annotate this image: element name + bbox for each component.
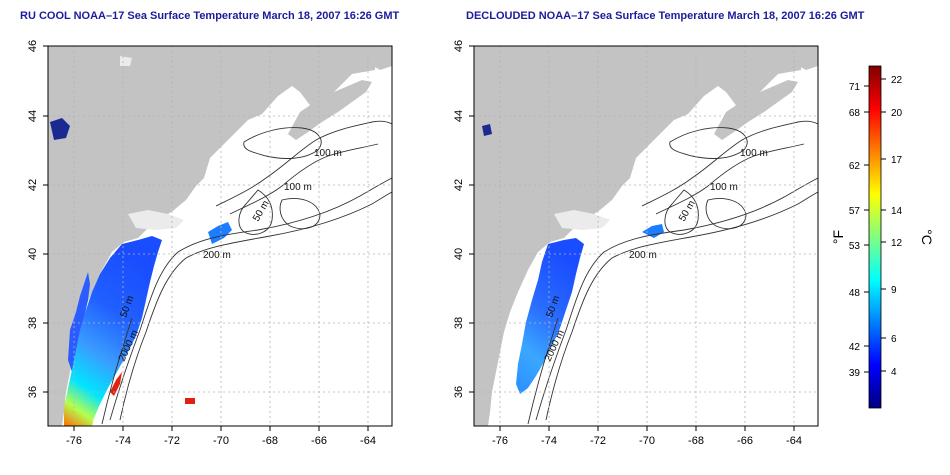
celsius-tick-label: 14 — [891, 206, 903, 217]
left-cloud-2 — [120, 56, 132, 66]
left-x-tick-label: -72 — [164, 435, 180, 447]
right-x-tick-label: -72 — [590, 435, 606, 447]
fahrenheit-tick-label: 42 — [849, 342, 861, 353]
left-map-frame — [47, 45, 393, 427]
right-sst-cold-pool — [482, 124, 492, 136]
right-cloud-1 — [554, 210, 610, 230]
right-y-tick-label: 38 — [453, 317, 465, 329]
left-land-mass — [48, 46, 375, 426]
right-y-tick-label: 40 — [453, 248, 465, 260]
left-x-tick-label: -68 — [262, 435, 278, 447]
left-contour-label: 200 m — [203, 250, 231, 261]
celsius-tick-label: 22 — [891, 75, 903, 86]
right-tick-marks — [469, 45, 795, 431]
celsius-tick-label: 17 — [891, 155, 903, 166]
right-x-tick-label: -76 — [492, 435, 508, 447]
left-newfoundland — [352, 46, 392, 70]
left-x-tick-label: -76 — [66, 435, 82, 447]
fahrenheit-tick-label: 57 — [849, 206, 861, 217]
right-y-tick-label: 36 — [453, 386, 465, 398]
left-sst-shelf-patch — [208, 222, 232, 244]
right-land-mass — [474, 46, 801, 426]
left-x-tick-label: -74 — [115, 435, 131, 447]
right-grid — [474, 46, 818, 426]
left-chesapeake — [68, 272, 90, 372]
right-y-tick-label: 42 — [453, 179, 465, 191]
left-y-tick-label: 36 — [27, 386, 39, 398]
right-x-tick-label: -66 — [737, 435, 753, 447]
right-newfoundland — [778, 46, 818, 70]
left-y-tick-label: 46 — [27, 40, 39, 52]
left-sst-field — [64, 236, 162, 426]
fahrenheit-tick-label: 71 — [849, 82, 861, 93]
celsius-tick-label: 20 — [891, 108, 903, 119]
left-y-tick-label: 44 — [27, 110, 39, 122]
right-contour-label: 100 m — [710, 182, 738, 193]
left-y-tick-label: 40 — [27, 248, 39, 260]
colorbar-gradient — [868, 65, 882, 409]
left-sst-warm-eddy — [185, 398, 195, 404]
celsius-tick-label: 9 — [891, 285, 897, 296]
left-contours — [101, 120, 393, 425]
left-x-tick-label: -64 — [360, 435, 376, 447]
left-map-title: RU COOL NOAA–17 Sea Surface Temperature … — [20, 10, 400, 22]
right-y-tick-label: 44 — [453, 110, 465, 122]
colorbar: 71 68 62 57 53 48 42 39 22 20 17 14 12 9… — [830, 65, 935, 409]
right-x-tick-label: -64 — [786, 435, 802, 447]
left-sst-warm-edge — [110, 372, 122, 396]
right-x-tick-label: -74 — [541, 435, 557, 447]
left-sst-cold-pool — [50, 118, 70, 140]
left-nova-scotia — [288, 80, 372, 140]
fahrenheit-tick-label: 68 — [849, 108, 861, 119]
fahrenheit-tick-label: 53 — [849, 241, 861, 252]
fahrenheit-tick-label: 48 — [849, 288, 861, 299]
left-y-tick-label: 42 — [27, 179, 39, 191]
left-contour-label: 100 m — [314, 148, 342, 159]
fahrenheit-tick-label: 39 — [849, 368, 861, 379]
right-contour-label: 200 m — [629, 250, 657, 261]
right-y-tick-label: 46 — [453, 40, 465, 52]
left-map-panel: 100 m 100 m 50 m 200 m 50 m 2000 m -76 -… — [27, 40, 393, 447]
right-x-tick-label: -68 — [688, 435, 704, 447]
left-contour-label: 100 m — [284, 182, 312, 193]
right-sst-field — [516, 238, 584, 394]
fahrenheit-tick-label: 62 — [849, 161, 861, 172]
left-x-tick-label: -66 — [311, 435, 327, 447]
right-contour-label: 100 m — [740, 148, 768, 159]
left-cloud-1 — [128, 210, 184, 230]
celsius-tick-label: 6 — [891, 334, 897, 345]
right-nova-scotia — [714, 80, 798, 140]
fahrenheit-unit-label: °F — [830, 230, 846, 244]
right-map-frame — [473, 45, 819, 427]
left-grid — [48, 46, 392, 426]
celsius-tick-label: 12 — [891, 238, 903, 249]
right-x-tick-label: -70 — [639, 435, 655, 447]
celsius-unit-label: °C — [919, 229, 935, 245]
right-map-panel: 100 m 100 m 50 m 200 m 50 m 2000 m -76 -… — [453, 40, 819, 447]
left-y-tick-label: 38 — [27, 317, 39, 329]
celsius-tick-label: 4 — [891, 367, 897, 378]
left-x-tick-label: -70 — [213, 435, 229, 447]
colorbar-ticks — [864, 78, 886, 373]
right-map-title: DECLOUDED NOAA–17 Sea Surface Temperatur… — [466, 10, 865, 22]
left-tick-marks — [43, 45, 369, 431]
right-sst-shelf-patch — [642, 224, 664, 238]
